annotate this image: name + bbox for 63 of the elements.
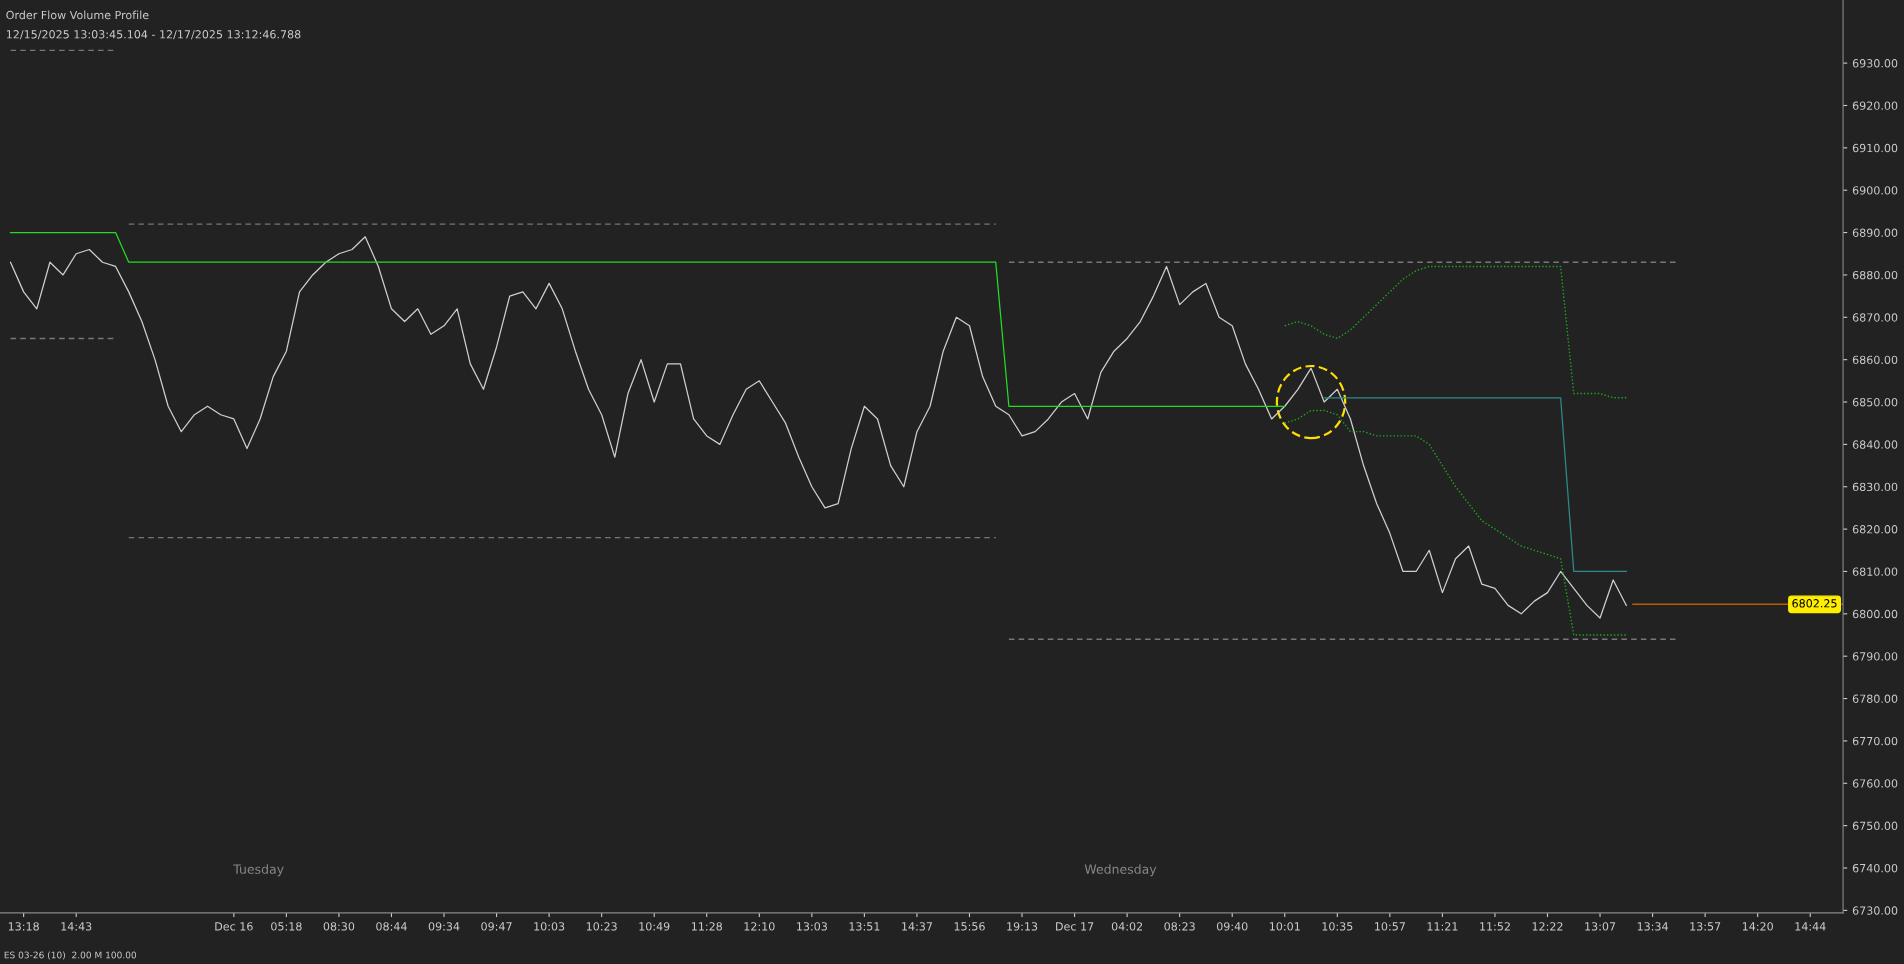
x-tick-label: 14:20 — [1742, 922, 1773, 931]
x-tick-label: 10:03 — [534, 922, 565, 931]
text: 12/15/2025 13:03:45.104 - 12/17/2025 13:12:46.788 — [6, 30, 301, 40]
x-tick-label: 14:44 — [1795, 922, 1826, 931]
x-tick-label: 14:37 — [902, 922, 932, 931]
x-tick-label: 13:07 — [1585, 922, 1616, 931]
x-tick-label: 09:34 — [428, 922, 460, 931]
x-tick-label: 13:34 — [1637, 922, 1668, 931]
y-tick-label: 6860.00 — [1852, 355, 1898, 365]
line-series — [9, 236, 1627, 619]
x-tick-label: 10:01 — [1269, 922, 1300, 931]
x-tick-label: 19:13 — [1007, 922, 1038, 931]
y-tick-label: 6790.00 — [1852, 652, 1898, 661]
y-tick-label: 6780.00 — [1852, 694, 1898, 703]
x-tick-label: 10:23 — [586, 922, 617, 931]
y-tick-label: 6930.00 — [1852, 59, 1898, 68]
x-tick-label: 11:52 — [1480, 922, 1510, 931]
y-tick-label: 6890.00 — [1852, 228, 1898, 237]
x-tick-label: 10:35 — [1322, 922, 1353, 931]
y-tick-label: 6910.00 — [1852, 143, 1898, 153]
x-tick-label: 13:57 — [1690, 922, 1721, 931]
y-tick-label: 6920.00 — [1852, 101, 1898, 110]
x-tick-label: 11:28 — [691, 922, 722, 931]
x-tick-label: Dec 16 — [215, 922, 253, 931]
annotation: Tuesday — [233, 864, 284, 877]
x-tick-label: 04:02 — [1111, 922, 1143, 931]
x-tick-label: 13:03 — [797, 922, 827, 931]
x-tick-label: 08:44 — [376, 922, 407, 931]
y-tick-label: 6850.00 — [1852, 397, 1898, 407]
x-tick-label: 09:40 — [1216, 922, 1248, 931]
y-tick-label: 6760.00 — [1852, 779, 1898, 788]
x-tick-label: 11:21 — [1427, 922, 1458, 931]
x-tick-label: 08:30 — [323, 922, 355, 931]
x-tick-label: 05:18 — [271, 922, 302, 931]
x-tick-label: 15:56 — [954, 922, 985, 931]
x-tick-label: 14:43 — [61, 922, 92, 931]
line-series — [1284, 265, 1628, 399]
x-tick-label: 08:23 — [1164, 922, 1195, 931]
y-tick-label: 6750.00 — [1852, 821, 1898, 831]
x-tick-label: 10:49 — [639, 922, 670, 931]
y-tick-label: 6740.00 — [1852, 863, 1898, 873]
x-tick-label: 10:57 — [1375, 922, 1405, 931]
x-tick-label: 12:10 — [744, 922, 775, 931]
y-tick-label: 6770.00 — [1852, 736, 1898, 746]
y-tick-label: 6730.00 — [1852, 906, 1898, 915]
y-tick-label: 6800.00 — [1852, 609, 1898, 619]
line-series — [1284, 409, 1628, 636]
text: Order Flow Volume Profile — [6, 10, 149, 20]
annotation: Wednesday — [1084, 864, 1157, 877]
x-tick-label: 13:51 — [849, 922, 880, 931]
y-tick-label: 6830.00 — [1852, 482, 1898, 492]
x-tick-label: Dec 17 — [1056, 922, 1094, 931]
y-tick-label: 6840.00 — [1852, 440, 1898, 449]
y-tick-label: 6810.00 — [1852, 567, 1898, 576]
x-tick-label: 09:47 — [481, 922, 512, 931]
y-tick-label: 6820.00 — [1852, 525, 1898, 534]
y-tick-label: 6880.00 — [1852, 270, 1898, 280]
text: ES 03-26 (10) 2.00 M 100.00 — [4, 951, 137, 960]
y-tick-label: 6900.00 — [1852, 186, 1898, 195]
y-tick-label: 6870.00 — [1852, 313, 1898, 322]
ref-line-label: 6802.25 — [1792, 599, 1837, 608]
x-tick-label: 13:18 — [8, 922, 39, 931]
x-tick-label: 12:22 — [1532, 922, 1563, 931]
